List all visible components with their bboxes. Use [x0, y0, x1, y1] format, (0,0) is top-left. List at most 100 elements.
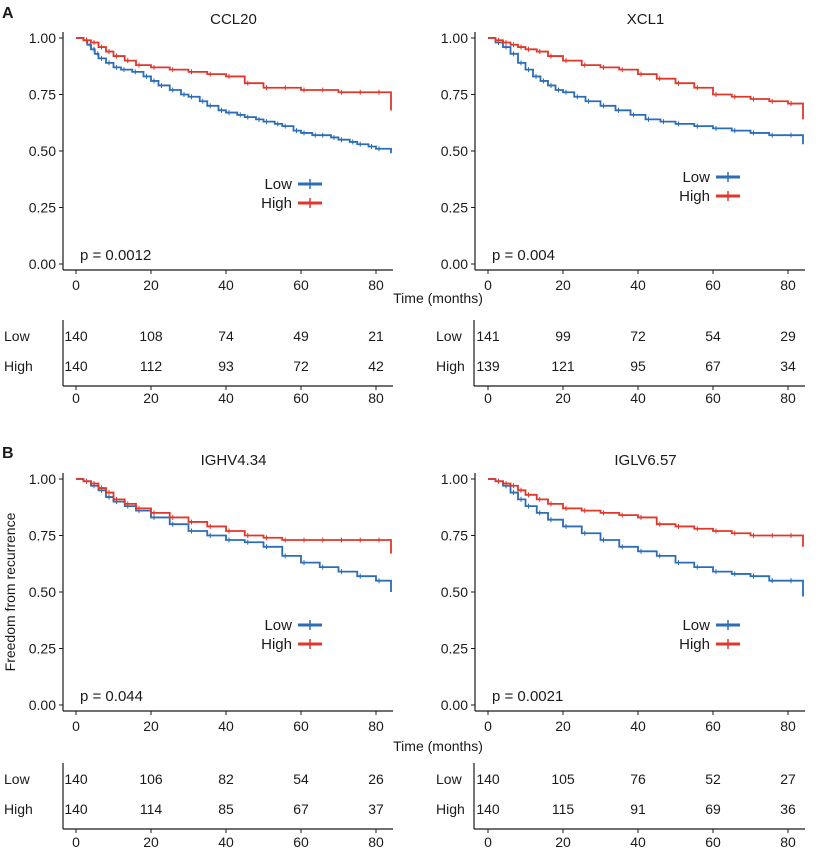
risk-cell: 140: [64, 771, 88, 787]
legend-label-low: Low: [682, 169, 710, 186]
risk-cell: 108: [139, 328, 163, 344]
legend-label-low: Low: [264, 176, 292, 193]
risk-cell: 140: [64, 328, 88, 344]
y-tick-label: 0.75: [29, 87, 56, 103]
risk-table: Low 141 99 72 54 29 High 139 121 95 67 34 0 20 40 60 80: [436, 320, 805, 406]
risk-cell: 21: [368, 328, 384, 344]
risk-cell: 74: [218, 328, 234, 344]
risk-row-label-high: High: [436, 801, 465, 817]
risk-cell: 115: [552, 801, 575, 817]
risk-row-label-low: Low: [436, 771, 463, 787]
shared-xlabel-b: Time (months): [393, 738, 483, 754]
p-value: p = 0.0012: [80, 247, 151, 264]
y-tick-label: 0.25: [29, 641, 56, 657]
shared-ylabel: Freedom from recurrence: [2, 512, 18, 671]
risk-cell: 26: [368, 771, 384, 787]
risk-x-tick-label: 40: [630, 390, 646, 406]
km-curve-low: [488, 478, 804, 597]
km-curve-high: [488, 478, 804, 547]
risk-cell: 49: [293, 328, 309, 344]
km-panel-2: XCL1 0.00 0.25 0.50 0.75 1.00 0 20 40 60 80 Low High…: [436, 11, 805, 406]
risk-row-label-high: High: [436, 358, 465, 374]
y-tick-label: 0.00: [29, 697, 56, 713]
panel-title: XCL1: [627, 11, 665, 28]
x-tick-label: 80: [780, 277, 796, 293]
legend: Low High: [261, 617, 322, 653]
x-tick-label: 20: [143, 718, 159, 734]
risk-cell: 139: [476, 358, 500, 374]
km-curve-low: [488, 37, 804, 145]
risk-cell: 76: [630, 771, 646, 787]
y-tick-label: 1.00: [29, 30, 56, 46]
risk-cell: 95: [630, 358, 646, 374]
x-tick-label: 0: [484, 718, 492, 734]
x-tick-label: 20: [555, 718, 571, 734]
risk-cell: 93: [218, 358, 234, 374]
x-tick-label: 60: [705, 277, 721, 293]
risk-x-tick-label: 40: [218, 834, 234, 850]
legend-label-low: Low: [264, 617, 292, 634]
risk-x-tick-label: 40: [630, 834, 646, 850]
risk-cell: 67: [293, 801, 309, 817]
x-tick-label: 40: [218, 718, 234, 734]
x-tick-label: 0: [72, 718, 80, 734]
y-tick-label: 0.00: [29, 256, 56, 272]
y-tick-label: 1.00: [29, 471, 56, 487]
risk-cell: 72: [630, 328, 646, 344]
x-tick-label: 40: [630, 277, 646, 293]
x-tick-label: 40: [630, 718, 646, 734]
risk-cell: 140: [476, 801, 500, 817]
risk-x-tick-label: 80: [780, 390, 796, 406]
y-tick-label: 0.50: [441, 584, 468, 600]
km-curve-low: [76, 37, 392, 154]
x-tick-label: 0: [72, 277, 80, 293]
section-label-b: B: [2, 445, 14, 462]
x-tick-label: 60: [293, 718, 309, 734]
km-curve-high: [76, 37, 392, 111]
risk-x-tick-label: 0: [72, 390, 80, 406]
risk-cell: 37: [368, 801, 384, 817]
legend-label-low: Low: [682, 617, 710, 634]
km-panel-3: IGHV4.340.000.250.500.751.000 20 40 60 80Low…: [4, 452, 393, 850]
risk-cell: 121: [551, 358, 575, 374]
risk-cell: 29: [780, 328, 796, 344]
risk-cell: 140: [64, 801, 88, 817]
risk-table: Low 140 105 76 52 27 High 140 115 91 69 36 0 20 40 60 80: [436, 763, 805, 850]
risk-cell: 69: [705, 801, 721, 817]
risk-cell: 99: [555, 328, 571, 344]
section-label-a: A: [2, 5, 14, 22]
risk-x-tick-label: 60: [293, 834, 309, 850]
x-tick-label: 80: [368, 718, 384, 734]
risk-cell: 34: [780, 358, 796, 374]
risk-cell: 42: [368, 358, 384, 374]
x-tick-label: 80: [368, 277, 384, 293]
y-tick-label: 0.50: [441, 143, 468, 159]
risk-cell: 105: [551, 771, 575, 787]
legend-label-high: High: [261, 195, 292, 212]
risk-cell: 52: [705, 771, 721, 787]
risk-cell: 36: [780, 801, 796, 817]
shared-xlabel-a: Time (months): [393, 290, 483, 306]
y-tick-label: 0.75: [441, 528, 468, 544]
risk-x-tick-label: 20: [555, 834, 571, 850]
panels-group: CCL20 0.00 0.25 0.50 0.75 1.00 0 20 40 60 80 Low Hig…: [4, 11, 805, 850]
risk-x-tick-label: 80: [368, 834, 384, 850]
p-value: p = 0.004: [492, 247, 555, 264]
risk-row-label-high: High: [4, 801, 33, 817]
risk-x-tick-label: 0: [72, 834, 80, 850]
legend-label-high: High: [679, 636, 710, 653]
km-panel-1: CCL20 0.00 0.25 0.50 0.75 1.00 0 20 40 60 80 Low Hig…: [4, 11, 393, 406]
legend: Low High: [261, 176, 322, 212]
legend-label-high: High: [679, 188, 710, 205]
y-tick-label: 1.00: [441, 471, 468, 487]
risk-cell: 54: [293, 771, 309, 787]
risk-x-tick-label: 60: [705, 390, 721, 406]
x-tick-label: 60: [293, 277, 309, 293]
risk-x-tick-label: 80: [780, 834, 796, 850]
x-tick-label: 60: [705, 718, 721, 734]
risk-x-tick-label: 60: [293, 390, 309, 406]
risk-table: Low 140 108 74 49 21 High 140 112 93 72 42 0 20 40 60 80: [4, 320, 393, 406]
risk-x-tick-label: 0: [484, 834, 492, 850]
panel-title: CCL20: [210, 11, 257, 28]
